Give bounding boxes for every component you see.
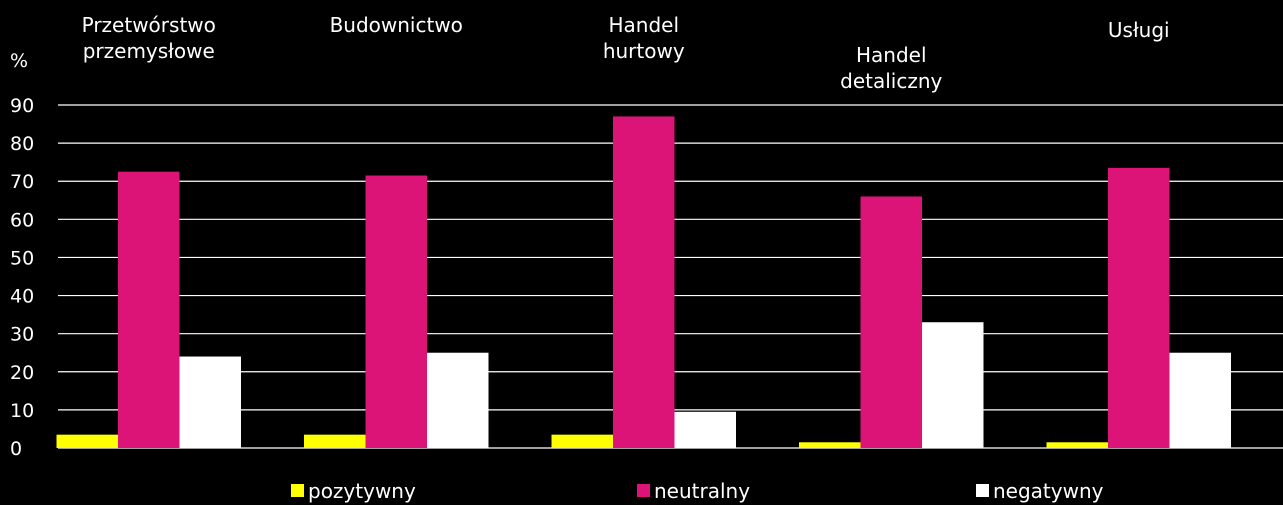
y-tick-label: 80	[10, 133, 34, 155]
y-tick-label: 50	[10, 247, 34, 269]
y-tick-label: 70	[10, 171, 34, 193]
category-label: Usługi	[1108, 18, 1170, 42]
legend: pozytywny neutralny negatywny	[291, 479, 1104, 503]
category-label-line: Handel	[856, 43, 927, 67]
bar-pozytywny	[304, 434, 366, 448]
y-tick-label: 60	[10, 209, 34, 231]
category-label-line: przemysłowe	[83, 39, 215, 63]
y-tick-label: 40	[10, 286, 34, 308]
bar-neutralny	[860, 196, 922, 448]
category-label-line: Budownictwo	[330, 13, 463, 37]
legend-swatch	[976, 484, 989, 497]
category-label-line: hurtowy	[603, 39, 685, 63]
bar-negatywny	[674, 411, 736, 448]
category-label-line: Usługi	[1108, 18, 1170, 42]
bar-negatywny	[179, 356, 241, 448]
category-label: Handel detaliczny	[840, 43, 942, 93]
y-tick-label: 0	[10, 438, 22, 460]
bar-pozytywny	[551, 434, 613, 448]
category-labels: Przetwórstwo przemysłowe Budownictwo Handel…	[82, 13, 1170, 93]
category-label: Przetwórstwo przemysłowe	[82, 13, 216, 63]
legend-swatch	[291, 484, 304, 497]
bar-pozytywny	[56, 434, 118, 448]
bar-neutralny	[1108, 167, 1170, 448]
y-tick-label: 90	[10, 95, 34, 117]
category-label: Handel hurtowy	[603, 13, 685, 63]
category-label-line: Przetwórstwo	[82, 13, 216, 37]
category-label: Budownictwo	[330, 13, 463, 37]
legend-swatch	[637, 484, 650, 497]
bar-pozytywny	[1046, 442, 1108, 448]
bar-negatywny	[922, 322, 984, 448]
bar-negatywny	[1169, 352, 1231, 448]
y-tick-label: 10	[10, 400, 34, 422]
bar-neutralny	[365, 175, 427, 448]
bar-pozytywny	[799, 442, 861, 448]
category-label-line: detaliczny	[840, 69, 942, 93]
y-tick-label: 30	[10, 324, 34, 346]
legend-label: neutralny	[654, 479, 750, 503]
y-tick-label: 20	[10, 362, 34, 384]
category-label-line: Handel	[608, 13, 679, 37]
bars	[56, 116, 1231, 448]
bar-neutralny	[613, 116, 675, 448]
bar-neutralny	[118, 171, 180, 448]
y-axis-label: %	[10, 50, 28, 72]
legend-label: negatywny	[993, 479, 1104, 503]
y-tick-labels: 0 10 20 30 40 50 60 70 80 90	[10, 95, 34, 460]
bar-negatywny	[427, 352, 489, 448]
legend-label: pozytywny	[308, 479, 416, 503]
